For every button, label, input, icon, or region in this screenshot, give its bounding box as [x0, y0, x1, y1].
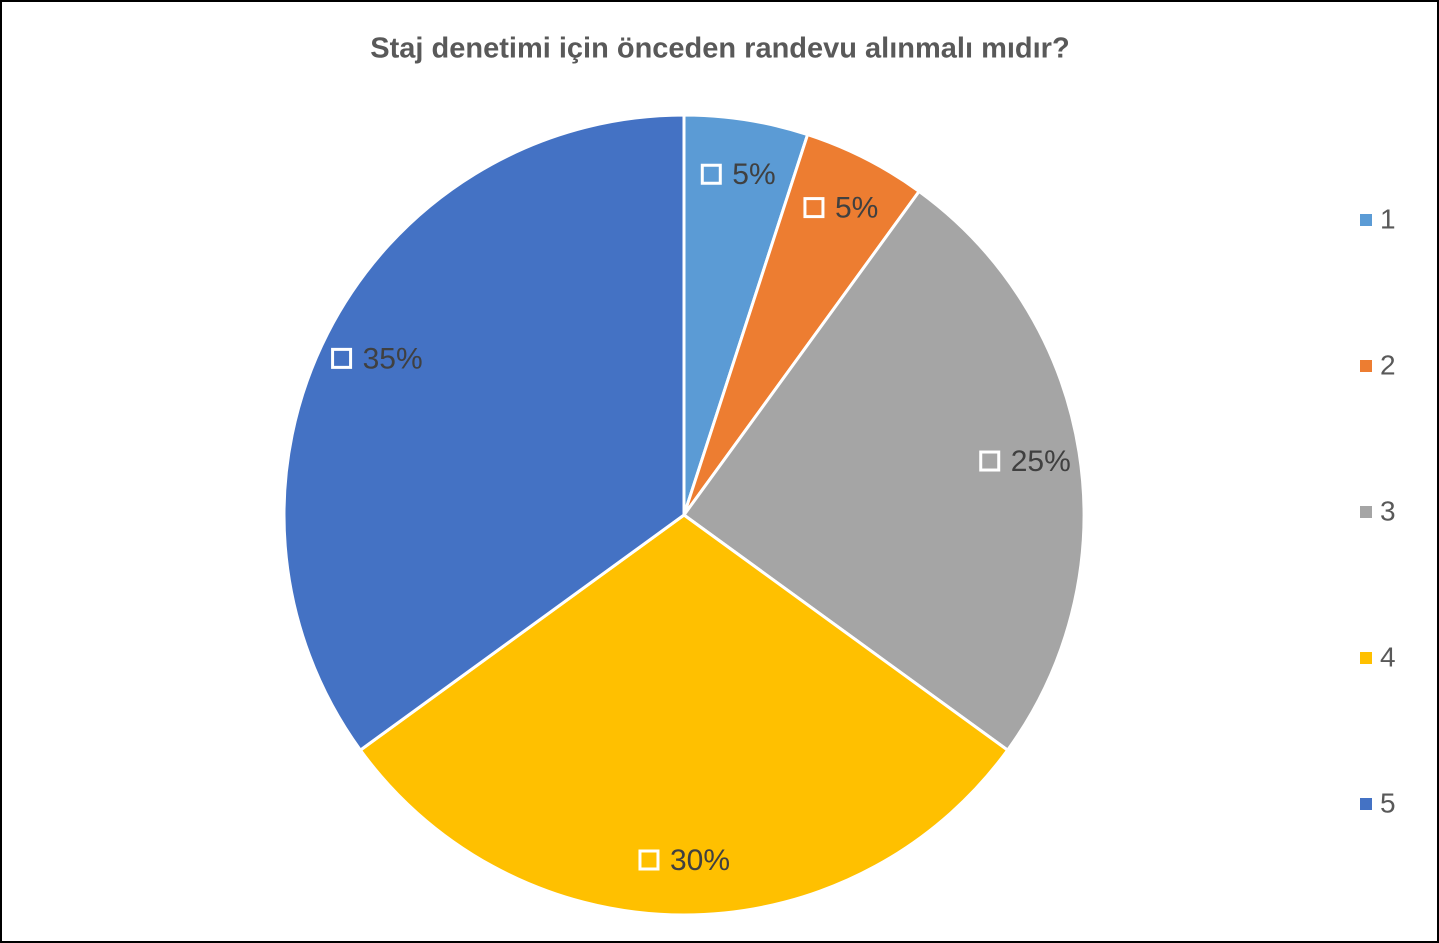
pie-slice — [358, 513, 1010, 917]
legend-swatch — [1360, 506, 1372, 518]
legend-swatch — [1360, 360, 1372, 372]
chart-title: Staj denetimi için önceden randevu alınm… — [370, 33, 1069, 65]
legend-label: 2 — [1380, 349, 1396, 380]
data-label-key — [638, 849, 660, 871]
data-label-key — [331, 347, 353, 369]
pie-slice — [681, 189, 1086, 753]
data-label: 30% — [670, 844, 730, 877]
data-label: 25% — [1011, 445, 1071, 478]
legend-label: 1 — [1380, 203, 1396, 234]
legend-label: 3 — [1380, 495, 1396, 526]
legend-swatch — [1360, 652, 1372, 664]
data-label: 5% — [835, 192, 878, 225]
pie-slice — [282, 113, 686, 753]
legend-swatch — [1360, 798, 1372, 810]
legend-label: 5 — [1380, 787, 1396, 818]
legend-label: 4 — [1380, 641, 1396, 672]
legend-swatch — [1360, 214, 1372, 226]
data-label: 35% — [363, 342, 423, 375]
data-label-key — [700, 163, 722, 185]
data-label: 5% — [732, 158, 775, 191]
data-label-key — [803, 197, 825, 219]
data-label-key — [979, 450, 1001, 472]
